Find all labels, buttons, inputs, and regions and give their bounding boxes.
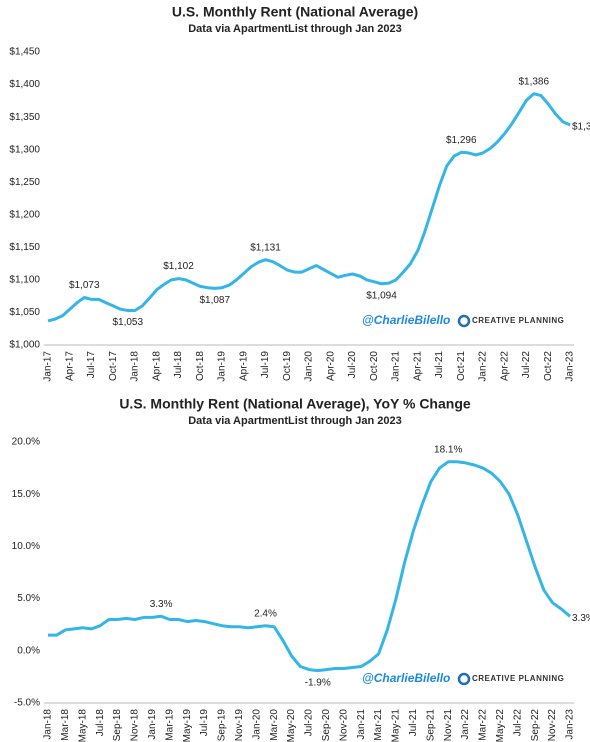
x-tick-label: Apr-19: [238, 351, 249, 381]
x-tick-label: Jul-20: [347, 351, 358, 379]
x-tick-label: May-22: [495, 709, 506, 742]
value-label: 3.3%: [150, 599, 173, 610]
x-tick-label: Jan-22: [460, 709, 471, 740]
x-tick-label: Oct-21: [456, 351, 467, 381]
x-tick-label: Nov-18: [130, 709, 141, 742]
x-tick-label: Mar-22: [478, 709, 489, 741]
x-tick-label: Jan-18: [43, 709, 54, 740]
x-tick-label: Jul-18: [173, 351, 184, 379]
value-label: $1,296: [446, 135, 477, 146]
y-tick-label: $1,000: [9, 340, 40, 351]
watermark: @CharlieBilello: [362, 671, 450, 685]
x-tick-label: Apr-22: [499, 351, 510, 381]
x-tick-label: Oct-19: [282, 351, 293, 381]
value-label: 18.1%: [434, 444, 462, 455]
chart-title: U.S. Monthly Rent (National Average): [172, 4, 418, 20]
x-tick-label: Jul-17: [86, 351, 97, 379]
x-tick-label: Oct-18: [195, 351, 206, 381]
x-tick-label: Jul-18: [95, 709, 106, 737]
x-tick-label: Jul-21: [434, 351, 445, 379]
brand: CREATIVE PLANNING: [472, 316, 564, 325]
y-tick-label: 20.0%: [12, 437, 40, 448]
x-tick-label: Mar-18: [60, 709, 71, 741]
value-label: $1,094: [366, 290, 397, 301]
value-label: $1,073: [69, 280, 100, 291]
chart-subtitle: Data via ApartmentList through Jan 2023: [188, 415, 402, 427]
value-label: $1,131: [250, 242, 281, 253]
y-tick-label: $1,150: [9, 242, 40, 253]
value-label: $1,053: [112, 317, 143, 328]
brand-logo: [457, 314, 471, 328]
x-tick-label: Jan-23: [565, 709, 576, 740]
x-tick-label: Mar-20: [269, 709, 280, 741]
x-tick-label: Jul-22: [521, 351, 532, 379]
data-line: [48, 460, 571, 673]
x-tick-label: Oct-22: [543, 351, 554, 381]
value-label: $1,386: [518, 76, 549, 87]
y-tick-label: 10.0%: [12, 541, 40, 552]
x-tick-label: Nov-20: [338, 709, 349, 742]
x-tick-label: Jan-21: [356, 709, 367, 740]
x-tick-label: Nov-22: [547, 709, 558, 742]
x-tick-label: Apr-21: [412, 351, 423, 381]
value-label: $1,338: [572, 122, 590, 133]
y-tick-label: $1,100: [9, 275, 40, 286]
x-tick-label: Apr-20: [325, 351, 336, 381]
x-tick-label: Oct-20: [369, 351, 380, 381]
y-tick-label: -5.0%: [14, 698, 40, 709]
chart-title: U.S. Monthly Rent (National Average), Yo…: [119, 396, 471, 412]
x-tick-label: Jan-20: [304, 351, 315, 382]
x-tick-label: Apr-18: [151, 351, 162, 381]
y-tick-label: $1,250: [9, 177, 40, 188]
y-tick-label: 0.0%: [17, 645, 40, 656]
brand-logo: [457, 672, 471, 686]
data-line: [47, 92, 571, 323]
y-tick-label: $1,050: [9, 307, 40, 318]
x-tick-label: May-19: [182, 709, 193, 742]
value-label: $1,087: [199, 295, 230, 306]
x-tick-label: Nov-21: [443, 709, 454, 742]
x-tick-label: May-21: [391, 709, 402, 742]
watermark: @CharlieBilello: [362, 313, 450, 327]
x-tick-label: May-18: [77, 709, 88, 742]
x-tick-label: Jan-19: [217, 351, 228, 382]
chart-subtitle: Data via ApartmentList through Jan 2023: [188, 23, 402, 35]
value-label: 2.4%: [254, 608, 277, 619]
x-tick-label: Apr-17: [64, 351, 75, 381]
x-tick-label: Jan-20: [251, 709, 262, 740]
x-tick-label: Sep-21: [425, 709, 436, 742]
x-tick-label: Nov-19: [234, 709, 245, 742]
value-label: 3.3%: [572, 613, 590, 624]
x-tick-label: Jan-17: [43, 351, 54, 382]
x-tick-label: Sep-19: [217, 709, 228, 742]
x-tick-label: Sep-20: [321, 709, 332, 742]
y-tick-label: $1,300: [9, 144, 40, 155]
x-tick-label: Jul-22: [512, 709, 523, 737]
x-tick-label: Jul-21: [408, 709, 419, 737]
x-tick-label: Oct-17: [108, 351, 119, 381]
x-tick-label: Jan-22: [478, 351, 489, 382]
x-tick-label: Jul-20: [304, 709, 315, 737]
x-tick-label: Jan-18: [130, 351, 141, 382]
value-label: $1,102: [163, 261, 194, 272]
x-tick-label: Jul-19: [260, 351, 271, 379]
x-tick-label: Jul-19: [199, 709, 210, 737]
value-label: -1.9%: [305, 677, 331, 688]
x-tick-label: Sep-18: [112, 709, 123, 742]
y-tick-label: $1,200: [9, 209, 40, 220]
brand: CREATIVE PLANNING: [472, 674, 564, 683]
y-tick-label: $1,450: [9, 47, 40, 58]
x-tick-label: May-20: [286, 709, 297, 742]
x-tick-label: Sep-22: [530, 709, 541, 742]
y-tick-label: $1,350: [9, 112, 40, 123]
x-tick-label: Jan-19: [147, 709, 158, 740]
y-tick-label: $1,400: [9, 79, 40, 90]
y-tick-label: 15.0%: [12, 489, 40, 500]
x-tick-label: Jan-23: [565, 351, 576, 382]
y-tick-label: 5.0%: [17, 593, 40, 604]
x-tick-label: Jan-21: [391, 351, 402, 382]
x-tick-label: Mar-19: [164, 709, 175, 741]
x-tick-label: Mar-21: [373, 709, 384, 741]
